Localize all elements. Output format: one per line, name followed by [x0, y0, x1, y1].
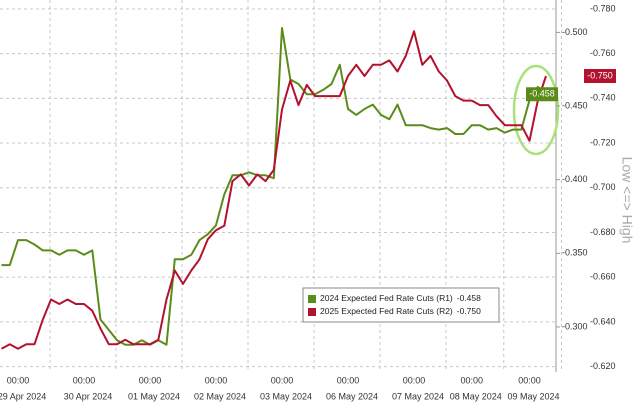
y-tick-label: -0.350 — [562, 248, 588, 258]
series-line — [1, 27, 547, 346]
x-tick-time: 00:00 — [403, 375, 426, 385]
highlight-ellipse — [512, 64, 560, 156]
y2-tick-label: -0.780 — [590, 3, 616, 13]
y2-tick-label: -0.640 — [590, 316, 616, 326]
x-tick-time: 00:00 — [518, 375, 541, 385]
y2-tick-label: -0.740 — [590, 93, 616, 103]
x-tick-label: 03 May 2024 — [260, 391, 312, 401]
legend-last: -0.750 — [457, 306, 481, 316]
x-tick-time: 00:00 — [337, 375, 360, 385]
last-value-box — [584, 69, 616, 83]
legend-name: 2024 Expected Fed Rate Cuts (R1) — [320, 293, 453, 303]
x-tick-label: 07 May 2024 — [392, 391, 444, 401]
y-tick-label: -0.400 — [562, 174, 588, 184]
legend-label: 2025 Expected Fed Rate Cuts (R2) -0.750 — [320, 306, 481, 316]
legend-swatch — [308, 295, 316, 303]
axis-label: Low <=> High — [619, 157, 635, 244]
x-tick-time: 00:00 — [139, 375, 162, 385]
x-tick-time: 00:00 — [7, 375, 30, 385]
x-tick-label: 29 Apr 2024 — [0, 391, 46, 401]
legend-last: -0.458 — [457, 293, 481, 303]
legend-name: 2025 Expected Fed Rate Cuts (R2) — [320, 306, 453, 316]
x-tick-time: 00:00 — [460, 375, 483, 385]
x-tick-label: 30 Apr 2024 — [64, 391, 113, 401]
y-tick-label: -0.450 — [562, 100, 588, 110]
series-line — [1, 30, 547, 350]
x-tick-time: 00:00 — [73, 375, 96, 385]
x-tick-time: 00:00 — [271, 375, 294, 385]
x-tick-label: 06 May 2024 — [326, 391, 378, 401]
y2-tick-label: -0.760 — [590, 48, 616, 58]
x-tick-label: 02 May 2024 — [194, 391, 246, 401]
y2-tick-label: -0.680 — [590, 227, 616, 237]
x-tick-label: 01 May 2024 — [128, 391, 180, 401]
x-tick-label: 08 May 2024 — [450, 391, 502, 401]
y-tick-label: -0.500 — [562, 27, 588, 37]
last-value-label: -0.458 — [529, 89, 555, 99]
legend-swatch — [308, 308, 316, 316]
legend-box — [302, 287, 500, 323]
y2-tick-label: -0.660 — [590, 272, 616, 282]
x-tick-label: 09 May 2024 — [507, 391, 559, 401]
last-value-label: -0.750 — [587, 70, 613, 80]
y2-tick-label: -0.700 — [590, 182, 616, 192]
y2-tick-label: -0.620 — [590, 361, 616, 371]
y2-tick-label: -0.720 — [590, 137, 616, 147]
x-tick-time: 00:00 — [205, 375, 228, 385]
y-tick-label: -0.300 — [562, 321, 588, 331]
legend: 2024 Expected Fed Rate Cuts (R1) -0.45820… — [302, 287, 500, 323]
legend-label: 2024 Expected Fed Rate Cuts (R1) -0.458 — [320, 293, 481, 303]
last-value-box — [526, 87, 558, 102]
